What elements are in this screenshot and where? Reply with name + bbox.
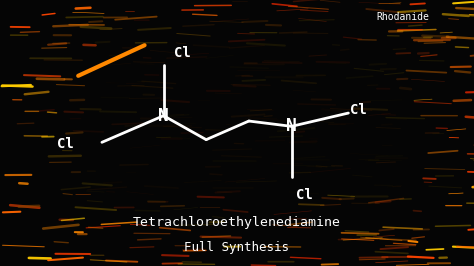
Text: Cl: Cl [174,46,191,60]
Text: Rhodanide: Rhodanide [377,12,430,22]
Text: Tetrachloroethylenediamine: Tetrachloroethylenediamine [133,216,341,228]
Text: Cl: Cl [57,137,73,151]
Text: Cl: Cl [296,188,313,202]
Text: Full Synthesis: Full Synthesis [184,241,290,254]
Text: N: N [158,107,169,125]
Text: N: N [286,117,297,135]
Text: Cl: Cl [350,103,366,117]
